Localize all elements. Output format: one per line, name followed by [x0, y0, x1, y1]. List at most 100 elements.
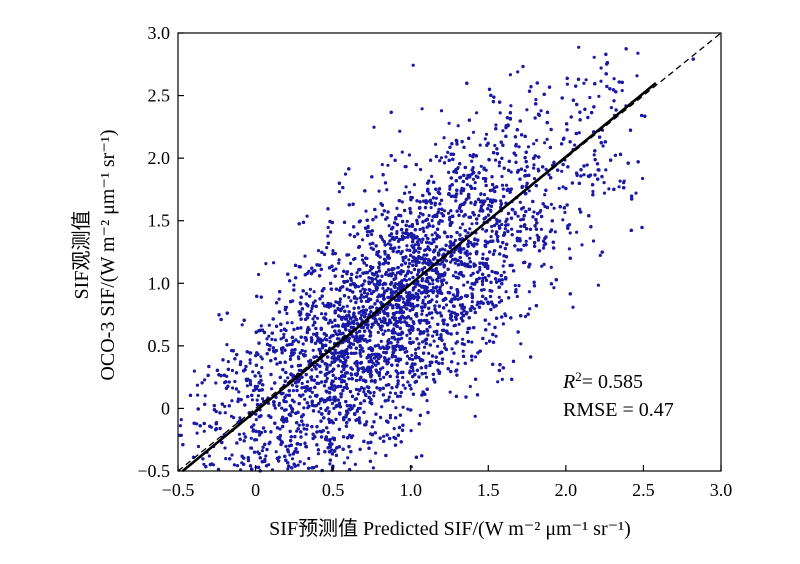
scatter-point [285, 311, 289, 316]
scatter-point [372, 394, 376, 398]
scatter-point [479, 192, 483, 196]
scatter-point [456, 362, 460, 366]
scatter-point [249, 383, 253, 387]
scatter-point [354, 387, 358, 391]
scatter-point [443, 248, 447, 252]
scatter-point [417, 295, 421, 299]
scatter-point [471, 130, 476, 134]
scatter-point [519, 342, 523, 346]
scatter-point [282, 332, 286, 336]
scatter-point [223, 404, 227, 408]
scatter-point [496, 380, 500, 384]
scatter-point [340, 370, 344, 374]
scatter-point [510, 227, 514, 231]
scatter-point [392, 327, 396, 331]
scatter-point [309, 375, 313, 379]
scatter-point [414, 351, 418, 355]
scatter-point [484, 341, 488, 345]
scatter-point [526, 145, 531, 149]
scatter-point [502, 259, 506, 263]
scatter-point [396, 340, 400, 344]
scatter-point [411, 357, 415, 362]
scatter-point [298, 460, 302, 464]
scatter-point [401, 383, 405, 387]
scatter-point [285, 321, 289, 325]
scatter-point [601, 144, 605, 148]
scatter-point [259, 355, 263, 359]
scatter-point [334, 300, 338, 304]
scatter-point [480, 282, 485, 287]
scatter-point [466, 280, 470, 284]
scatter-point [278, 427, 282, 431]
scatter-point [387, 296, 391, 300]
scatter-point [225, 374, 229, 378]
scatter-point [622, 181, 626, 185]
scatter-point [483, 276, 487, 280]
scatter-point [410, 353, 414, 357]
scatter-point [371, 361, 375, 365]
scatter-point [310, 368, 314, 372]
scatter-point [401, 258, 405, 263]
scatter-point [549, 202, 554, 206]
scatter-point [486, 264, 490, 268]
scatter-point [524, 239, 528, 243]
scatter-point [565, 82, 570, 86]
scatter-point [482, 166, 486, 170]
scatter-point [456, 124, 460, 128]
scatter-point [310, 306, 314, 311]
scatter-point [462, 283, 466, 287]
scatter-point [403, 165, 407, 169]
scatter-point [509, 170, 513, 174]
scatter-point [374, 451, 378, 455]
scatter-point [310, 390, 314, 394]
scatter-point [358, 274, 362, 278]
scatter-point [336, 324, 341, 328]
scatter-point [196, 393, 200, 397]
scatter-point [525, 108, 529, 112]
scatter-point [348, 467, 352, 472]
scatter-point [634, 191, 638, 195]
scatter-point [508, 73, 512, 77]
scatter-point [259, 324, 263, 328]
scatter-point [233, 379, 237, 384]
scatter-point [229, 414, 234, 418]
scatter-point [494, 158, 498, 162]
scatter-point [503, 312, 507, 316]
scatter-point [604, 168, 608, 172]
scatter-point [364, 209, 368, 213]
scatter-point [289, 354, 293, 358]
scatter-point [444, 303, 449, 307]
scatter-point [402, 300, 406, 304]
scatter-point [523, 169, 527, 173]
scatter-point [599, 79, 603, 83]
scatter-point [387, 224, 391, 228]
scatter-point [465, 183, 469, 187]
scatter-point [327, 411, 331, 416]
scatter-point [382, 375, 386, 379]
scatter-point [230, 453, 234, 457]
scatter-point [264, 262, 268, 266]
scatter-point [405, 248, 409, 252]
scatter-point [379, 339, 383, 343]
scatter-point [561, 218, 565, 222]
scatter-point [453, 261, 457, 265]
scatter-point [393, 391, 398, 395]
scatter-point [315, 374, 319, 379]
scatter-point [602, 191, 607, 195]
scatter-point [494, 334, 498, 338]
scatter-point [455, 171, 459, 175]
scatter-point [359, 354, 363, 358]
scatter-point [313, 299, 317, 303]
scatter-point [422, 253, 426, 257]
scatter-point [500, 174, 504, 179]
scatter-point [471, 177, 475, 181]
scatter-point [400, 200, 404, 204]
scatter-point [425, 313, 429, 317]
scatter-point [421, 298, 425, 302]
scatter-point [417, 250, 421, 254]
scatter-point [356, 392, 360, 396]
scatter-point [314, 367, 318, 371]
scatter-point [398, 394, 402, 398]
scatter-point [388, 416, 392, 420]
scatter-point [332, 406, 336, 410]
